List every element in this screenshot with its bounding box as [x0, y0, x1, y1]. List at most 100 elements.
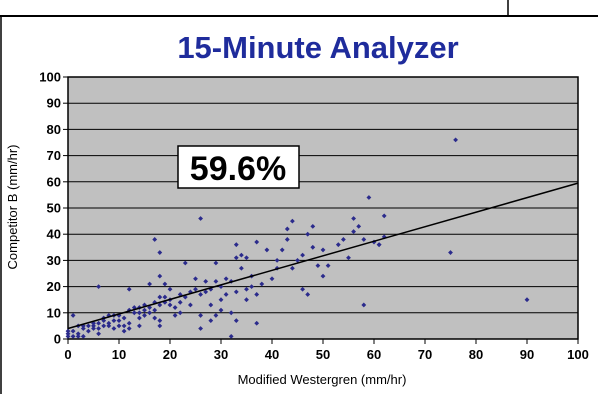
data-point [239, 252, 244, 258]
data-point [244, 255, 249, 261]
y-tick-label: 40 [47, 227, 61, 242]
data-point [233, 242, 239, 248]
x-tick-label: 20 [163, 347, 177, 362]
data-point [121, 328, 127, 334]
y-tick-label: 100 [39, 70, 61, 85]
y-tick-labels: 0 10 20 30 40 50 60 70 80 90 100 [39, 70, 61, 347]
data-point [351, 216, 356, 221]
data-point [249, 284, 254, 289]
data-point [208, 318, 214, 324]
data-point [162, 294, 168, 300]
data-point [203, 289, 209, 295]
data-point [233, 289, 239, 295]
data-point [244, 297, 249, 303]
data-point [218, 297, 224, 303]
data-point [320, 247, 326, 253]
data-point [147, 310, 152, 316]
x-tick-labels: 0 10 20 30 40 50 60 70 80 90 100 [64, 347, 588, 362]
data-point [75, 331, 81, 337]
data-point [121, 315, 127, 321]
data-point [274, 258, 280, 263]
data-point [111, 326, 117, 331]
x-tick-label: 70 [418, 347, 432, 362]
data-point [213, 278, 219, 284]
data-point [70, 313, 76, 318]
data-point [142, 302, 147, 308]
data-point [290, 218, 295, 224]
data-point [341, 237, 346, 242]
annotation-box [177, 145, 300, 189]
data-point [223, 276, 229, 282]
x-tick-label: 100 [567, 347, 589, 362]
y-axis-label: Competitor B (mm/hr) [5, 145, 20, 270]
data-point [106, 320, 112, 326]
annotation-label: 59.6% [190, 150, 286, 188]
data-point [233, 318, 239, 324]
axis-ticks [63, 76, 579, 344]
data-point [157, 294, 163, 300]
data-point [162, 299, 168, 305]
x-tick-label: 80 [469, 347, 483, 362]
data-point [162, 281, 168, 287]
data-point [152, 237, 158, 242]
data-point [65, 328, 71, 334]
data-point [126, 286, 132, 292]
x-tick-label: 10 [112, 347, 126, 362]
y-tick-label: 30 [47, 253, 61, 268]
data-point [381, 213, 387, 219]
x-tick-label: 60 [367, 347, 381, 362]
data-point [193, 276, 198, 282]
data-point [167, 286, 173, 292]
y-tick-label: 20 [47, 279, 61, 294]
data-point [96, 326, 101, 331]
data-point [121, 323, 127, 329]
data-point [244, 286, 249, 292]
data-point [65, 333, 71, 339]
data-point [177, 310, 183, 316]
y-tick-label: 10 [47, 305, 61, 320]
data-point [254, 292, 260, 297]
data-point [198, 313, 203, 318]
data-point [101, 323, 107, 329]
data-point [208, 302, 214, 308]
data-point [137, 310, 142, 316]
data-point [75, 333, 81, 339]
data-point [213, 313, 219, 318]
data-point [213, 260, 219, 266]
data-point [111, 318, 117, 324]
data-point [172, 305, 178, 310]
data-point [264, 247, 270, 253]
data-point [295, 258, 300, 263]
data-point [157, 318, 163, 324]
data-point [131, 305, 137, 310]
data-point [137, 323, 142, 329]
data-point [157, 273, 163, 279]
data-point [269, 276, 275, 282]
data-point [86, 323, 91, 329]
data-point [70, 328, 76, 334]
data-point [193, 286, 198, 292]
data-point [182, 260, 188, 266]
data-point [152, 307, 158, 313]
data-point [106, 323, 112, 329]
data-point [147, 305, 152, 310]
data-point [96, 331, 101, 337]
data-point [239, 265, 244, 271]
data-point [453, 137, 458, 143]
data-point [376, 242, 382, 248]
data-point [80, 326, 86, 331]
data-point [126, 326, 132, 331]
data-point [137, 315, 142, 321]
data-point [524, 297, 530, 303]
data-point [320, 273, 326, 279]
x-tick-label: 30 [214, 347, 228, 362]
data-point [346, 255, 351, 261]
data-point [259, 281, 265, 287]
data-point [157, 323, 163, 329]
data-point [279, 247, 285, 253]
gridlines [68, 102, 578, 314]
data-point [361, 302, 367, 308]
y-tick-label: 90 [47, 96, 61, 111]
y-tick-label: 50 [47, 201, 61, 216]
